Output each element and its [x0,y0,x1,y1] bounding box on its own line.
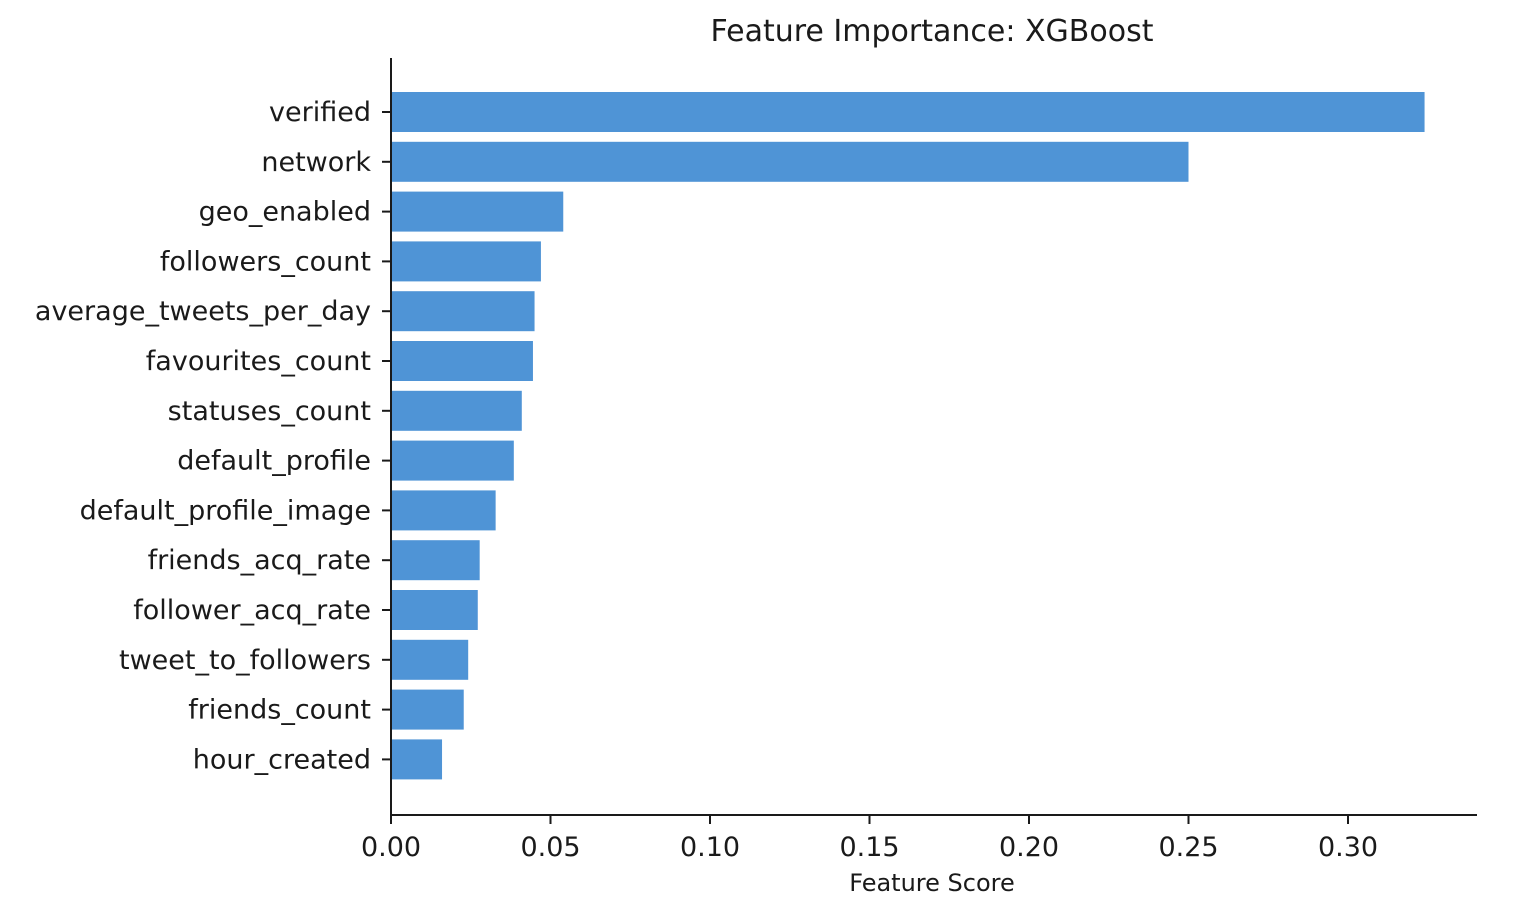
x-tick-label: 0.10 [680,832,740,863]
x-tick-label: 0.05 [520,832,580,863]
y-tick-label: network [261,147,371,178]
y-tick-label: followers_count [160,246,371,277]
chart-title: Feature Importance: XGBoost [711,14,1154,49]
bar-follower-acq-rate [392,590,478,630]
x-tick-label: 0.20 [999,832,1059,863]
y-tick-label: geo_enabled [199,197,371,228]
x-tick-label: 0.30 [1318,832,1378,863]
y-tick-label: follower_acq_rate [133,595,371,626]
y-tick-label: default_profile_image [80,495,371,526]
bar-default-profile-image [392,490,496,531]
bar-statuses-count [392,390,522,431]
bars-group [392,92,1425,780]
y-axis-ticks: verified network geo_enabled followers_coun… [35,97,391,775]
bar-network [392,141,1189,182]
x-axis-label: Feature Score [849,869,1015,897]
bar-verified [392,92,1425,132]
x-tick-label: 0.15 [839,832,899,863]
y-tick-label: statuses_count [168,396,371,427]
bar-friends-acq-rate [392,540,480,581]
y-tick-label: tweet_to_followers [119,645,371,676]
bar-tweet-to-followers [392,639,469,680]
bar-friends-count [392,689,464,730]
x-tick-label: 0.25 [1158,832,1218,863]
bar-geo-enabled [392,191,564,232]
y-tick-label: hour_created [193,744,371,775]
y-tick-label: default_profile [177,446,371,477]
bar-favourites-count [392,341,533,381]
y-tick-label: friends_acq_rate [148,545,371,576]
x-tick-label: 0.00 [361,832,421,863]
bar-hour-created [392,739,443,780]
y-tick-label: verified [269,97,371,128]
y-tick-label: average_tweets_per_day [35,296,371,327]
bar-followers-count [392,241,541,282]
x-axis-ticks: 0.00 0.05 0.10 0.15 0.20 0.25 0.30 [361,815,1378,863]
bar-default-profile [392,440,514,481]
y-tick-label: friends_count [188,695,371,726]
bar-average-tweets-per-day [392,291,535,332]
y-tick-label: favourites_count [146,346,371,377]
